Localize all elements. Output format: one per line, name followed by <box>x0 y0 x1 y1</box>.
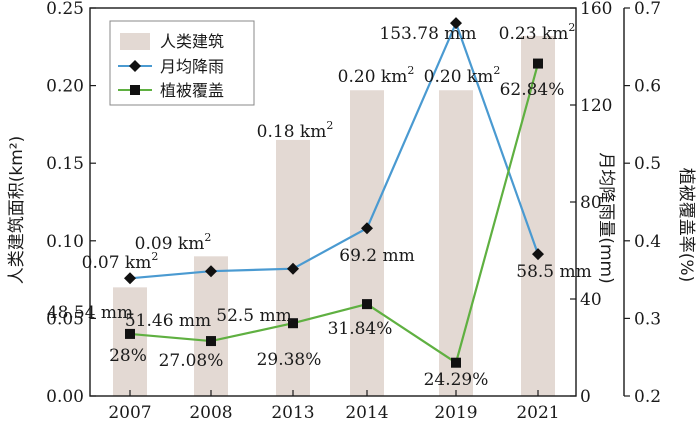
vegetation-line <box>129 63 540 365</box>
vegetation-label-2014: 31.84% <box>328 319 393 339</box>
right-rain-tick-label: 160 <box>580 0 612 19</box>
bar-label-2007: 0.07 km2 <box>82 250 159 273</box>
right-vegetation-tick-label: 0.6 <box>634 77 661 97</box>
rain-point-2014 <box>361 222 373 235</box>
axis-ticks: 0.00 0.05 0.10 0.15 0.20 0.25 0 40 80 120 160 0.2 0.… <box>46 0 661 423</box>
vegetation-label-2007: 28% <box>109 346 147 366</box>
rain-line <box>129 20 540 280</box>
left-tick-label: 0.05 <box>46 309 84 329</box>
rain-point-2019 <box>450 17 462 30</box>
plot-frame <box>89 7 625 397</box>
bar-2014 <box>350 90 384 397</box>
vegetation-label-2013: 29.38% <box>257 350 322 370</box>
vegetation-point-2013 <box>288 318 298 329</box>
rain-label-2021: 58.5 mm <box>516 262 592 282</box>
bar-2008 <box>194 256 228 396</box>
right-vegetation-tick-label: 0.4 <box>634 232 661 252</box>
line-series-group <box>124 17 544 368</box>
left-tick-label: 0.20 <box>46 77 84 97</box>
right-rain-tick-label: 80 <box>580 193 602 213</box>
right-vegetation-tick-label: 0.3 <box>634 309 661 329</box>
rain-label-2013: 52.5 mm <box>216 306 292 326</box>
bar-label-2013: 0.18 km2 <box>257 119 334 142</box>
left-tick-label: 0.10 <box>46 232 84 252</box>
bar-label-2021: 0.23 km2 <box>499 21 576 44</box>
right-vegetation-tick-label: 0.7 <box>634 0 661 19</box>
x-tick-label-2014: 2014 <box>345 403 388 423</box>
vegetation-label-2008: 27.08% <box>159 351 224 371</box>
legend-label-buildings: 人类建筑 <box>160 32 224 51</box>
rain-label-2019: 153.78 mm <box>379 24 476 44</box>
legend-label-vegetation: 植被覆盖 <box>160 81 224 100</box>
right-vegetation-tick-label: 0.5 <box>634 154 661 174</box>
legend: 人类建筑 月均降雨 植被覆盖 <box>109 20 255 106</box>
left-tick-label: 0.25 <box>46 0 84 19</box>
x-tick-label-2013: 2013 <box>271 403 314 423</box>
plot-border <box>89 7 577 397</box>
legend-marker-rain <box>129 60 141 72</box>
bar-2019 <box>439 90 473 397</box>
right-axis-title-vegetation: 植被覆盖率(%) <box>676 168 696 282</box>
x-tick-label-2019: 2019 <box>434 403 477 423</box>
vegetation-label-2019: 24.29% <box>424 370 489 390</box>
legend-label-rain: 月均降雨 <box>160 57 224 76</box>
vegetation-point-2008 <box>206 336 216 347</box>
bar-series-buildings <box>113 35 555 397</box>
bar-label-2014: 0.20 km2 <box>338 64 415 87</box>
right-rain-tick-label: 120 <box>580 96 612 116</box>
rain-point-2007 <box>124 272 136 285</box>
right-rain-tick-label: 40 <box>580 290 602 310</box>
rain-point-2013 <box>287 262 299 275</box>
left-axis-title: 人类建筑面积(km²) <box>7 136 27 284</box>
x-tick-label-2021: 2021 <box>516 403 559 423</box>
vegetation-point-2014 <box>362 299 372 310</box>
rain-point-2008 <box>205 265 217 278</box>
x-tick-label-2007: 2007 <box>108 403 151 423</box>
bar-label-2008: 0.09 km2 <box>135 231 212 254</box>
right-axis-title-rain: 月均降雨量(mm) <box>596 152 616 283</box>
left-tick-label: 0.15 <box>46 154 84 174</box>
right-rain-tick-label: 0 <box>580 387 591 407</box>
rain-label-2008: 51.46 mm <box>125 311 211 331</box>
rain-point-2021 <box>532 248 544 261</box>
vegetation-point-2007 <box>125 328 135 339</box>
vegetation-label-2021: 62.84% <box>500 80 565 100</box>
left-tick-label: 0.00 <box>46 387 84 407</box>
legend-marker-vegetation <box>130 85 140 95</box>
rain-label-2014: 69.2 mm <box>339 246 415 266</box>
bar-2021 <box>521 35 555 396</box>
x-tick-label-2008: 2008 <box>189 403 232 423</box>
bar-label-2019: 0.20 km2 <box>424 64 501 87</box>
right-vegetation-tick-label: 0.2 <box>634 387 661 407</box>
bar-2007 <box>113 287 147 396</box>
legend-swatch-buildings <box>120 33 150 50</box>
vegetation-point-2021 <box>533 58 543 69</box>
vegetation-point-2019 <box>451 357 461 368</box>
